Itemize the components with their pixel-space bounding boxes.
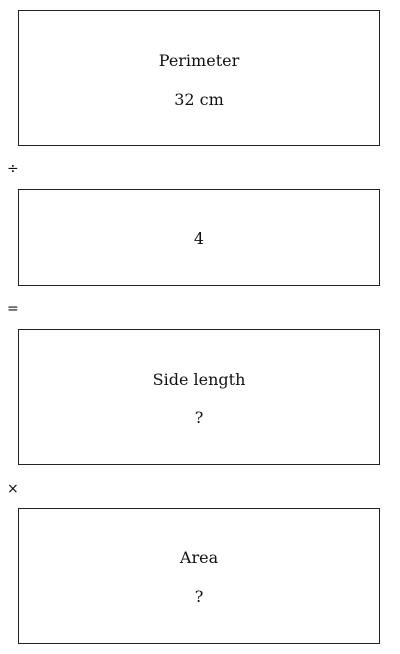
divisor-value: 4 (193, 229, 205, 248)
divide-operator: ÷ (7, 161, 19, 177)
side-length-value: ? (194, 408, 204, 427)
side-length-label: Side length (152, 370, 246, 389)
multiply-operator: × (7, 481, 19, 497)
area-value: ? (194, 587, 204, 606)
equals-operator: = (7, 301, 19, 317)
area-label: Area (179, 548, 219, 567)
divisor-box: 4 (18, 189, 380, 286)
perimeter-label: Perimeter (158, 51, 240, 70)
side-length-box: Side length ? (18, 329, 380, 465)
area-box: Area ? (18, 508, 380, 644)
perimeter-value: 32 cm (174, 90, 224, 109)
perimeter-box: Perimeter 32 cm (18, 10, 380, 146)
